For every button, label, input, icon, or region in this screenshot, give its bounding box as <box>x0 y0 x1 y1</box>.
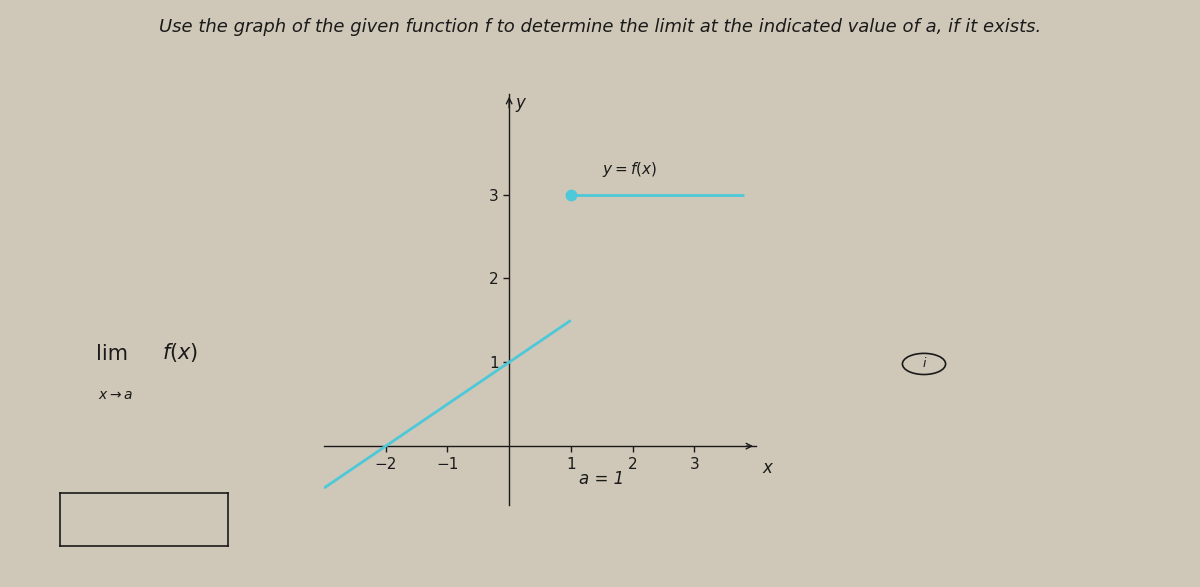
Text: $x \rightarrow a$: $x \rightarrow a$ <box>98 388 133 402</box>
Text: i: i <box>923 357 925 370</box>
Text: Use the graph of the given function f to determine the limit at the indicated va: Use the graph of the given function f to… <box>158 18 1042 36</box>
Text: y: y <box>515 94 526 112</box>
Text: a = 1: a = 1 <box>580 470 624 488</box>
Text: $y = f(x)$: $y = f(x)$ <box>601 160 656 178</box>
Text: lim: lim <box>96 344 128 364</box>
Text: x: x <box>762 458 772 477</box>
Text: $f(x)$: $f(x)$ <box>162 341 198 364</box>
